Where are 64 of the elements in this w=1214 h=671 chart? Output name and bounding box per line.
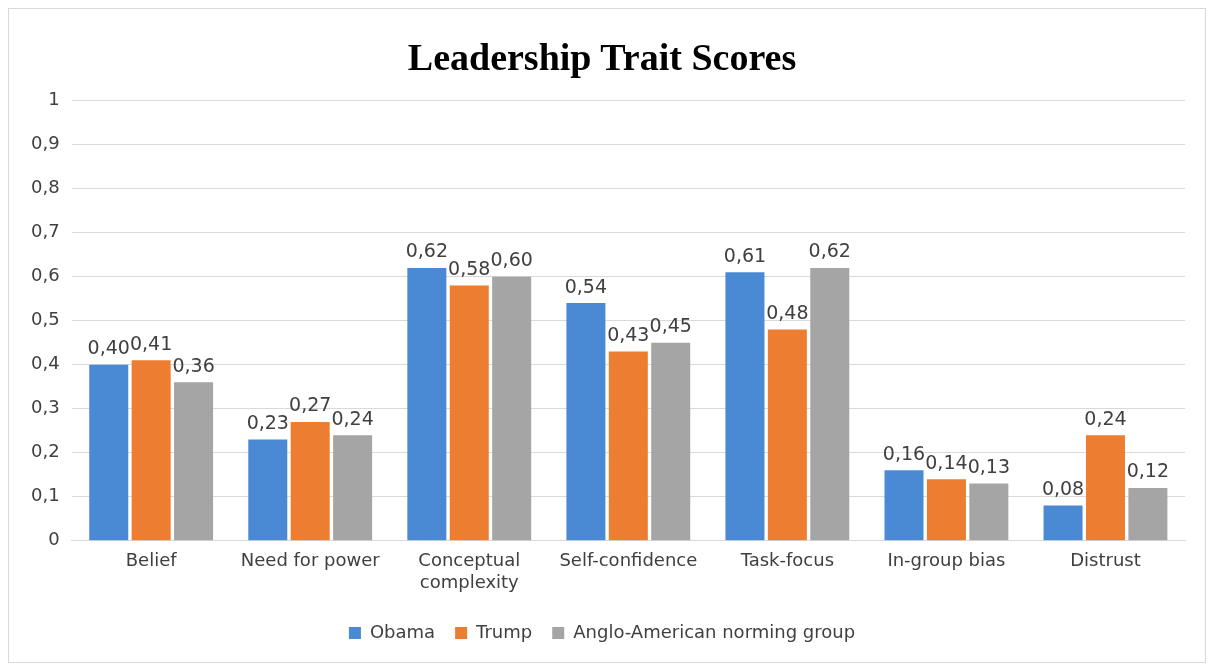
x-tick-label: Belief (125, 549, 178, 571)
bar (290, 421, 330, 541)
bar (767, 329, 807, 541)
legend-label: Trump (475, 620, 533, 642)
bar (1085, 435, 1125, 541)
bar (174, 382, 214, 541)
bar (810, 267, 850, 541)
y-tick-label: 0,8 (30, 176, 60, 198)
data-label: 0,24 (331, 406, 374, 429)
bar (566, 303, 606, 541)
data-label: 0,27 (289, 393, 332, 416)
data-label: 0,36 (172, 353, 215, 376)
bar (449, 285, 489, 541)
data-label: 0,43 (607, 322, 650, 345)
y-tick-label: 0,1 (30, 484, 60, 506)
y-tick-label: 0,2 (30, 440, 60, 462)
y-tick-label: 0 (48, 528, 60, 550)
bar (407, 267, 447, 541)
bar (1128, 487, 1168, 541)
bar (131, 360, 171, 541)
x-tick-label: Self-confidence (559, 549, 698, 571)
data-label: 0,08 (1041, 477, 1085, 500)
bar (725, 272, 765, 541)
bar (651, 342, 691, 541)
chart-title: Leadership Trait Scores (407, 35, 797, 78)
x-tick-label: In-group bias (887, 549, 1006, 571)
data-label: 0,61 (723, 243, 767, 266)
data-label: 0,60 (490, 248, 533, 271)
bar (884, 470, 924, 541)
bar (608, 351, 648, 541)
data-label: 0,24 (1084, 406, 1127, 429)
x-tick-label: Need for power (240, 549, 381, 571)
x-tick-label: Task-focus (739, 549, 835, 571)
data-label: 0,16 (882, 441, 926, 464)
bar (926, 479, 966, 541)
bar (969, 483, 1009, 541)
bar (492, 276, 532, 541)
legend-label: Obama (369, 620, 436, 642)
bar (89, 364, 129, 541)
data-label: 0,12 (1126, 459, 1170, 482)
x-tick-label: Conceptual complexity (418, 549, 521, 592)
data-label: 0,23 (246, 410, 289, 433)
x-tick-label: Distrust (1070, 549, 1141, 571)
data-label: 0,14 (925, 450, 968, 473)
y-tick-label: 0,9 (30, 132, 60, 154)
data-label: 0,13 (967, 455, 1010, 478)
bar (333, 435, 373, 541)
bar (1043, 505, 1083, 541)
data-label: 0,41 (130, 331, 173, 354)
bar (248, 439, 288, 541)
data-label: 0,54 (564, 274, 608, 297)
data-label: 0,40 (87, 336, 130, 359)
y-tick-label: 1 (48, 88, 60, 110)
y-tick-label: 0,7 (30, 220, 60, 242)
y-tick-label: 0,3 (30, 396, 60, 418)
data-label: 0,48 (766, 300, 809, 323)
data-label: 0,62 (405, 239, 448, 262)
data-label: 0,62 (808, 239, 851, 262)
y-tick-label: 0,5 (30, 308, 60, 330)
data-label: 0,58 (448, 256, 491, 279)
legend-label: Anglo-American norming group (573, 620, 856, 642)
data-label: 0,45 (649, 314, 692, 337)
y-tick-label: 0,4 (30, 352, 60, 374)
y-tick-label: 0,6 (30, 264, 60, 286)
